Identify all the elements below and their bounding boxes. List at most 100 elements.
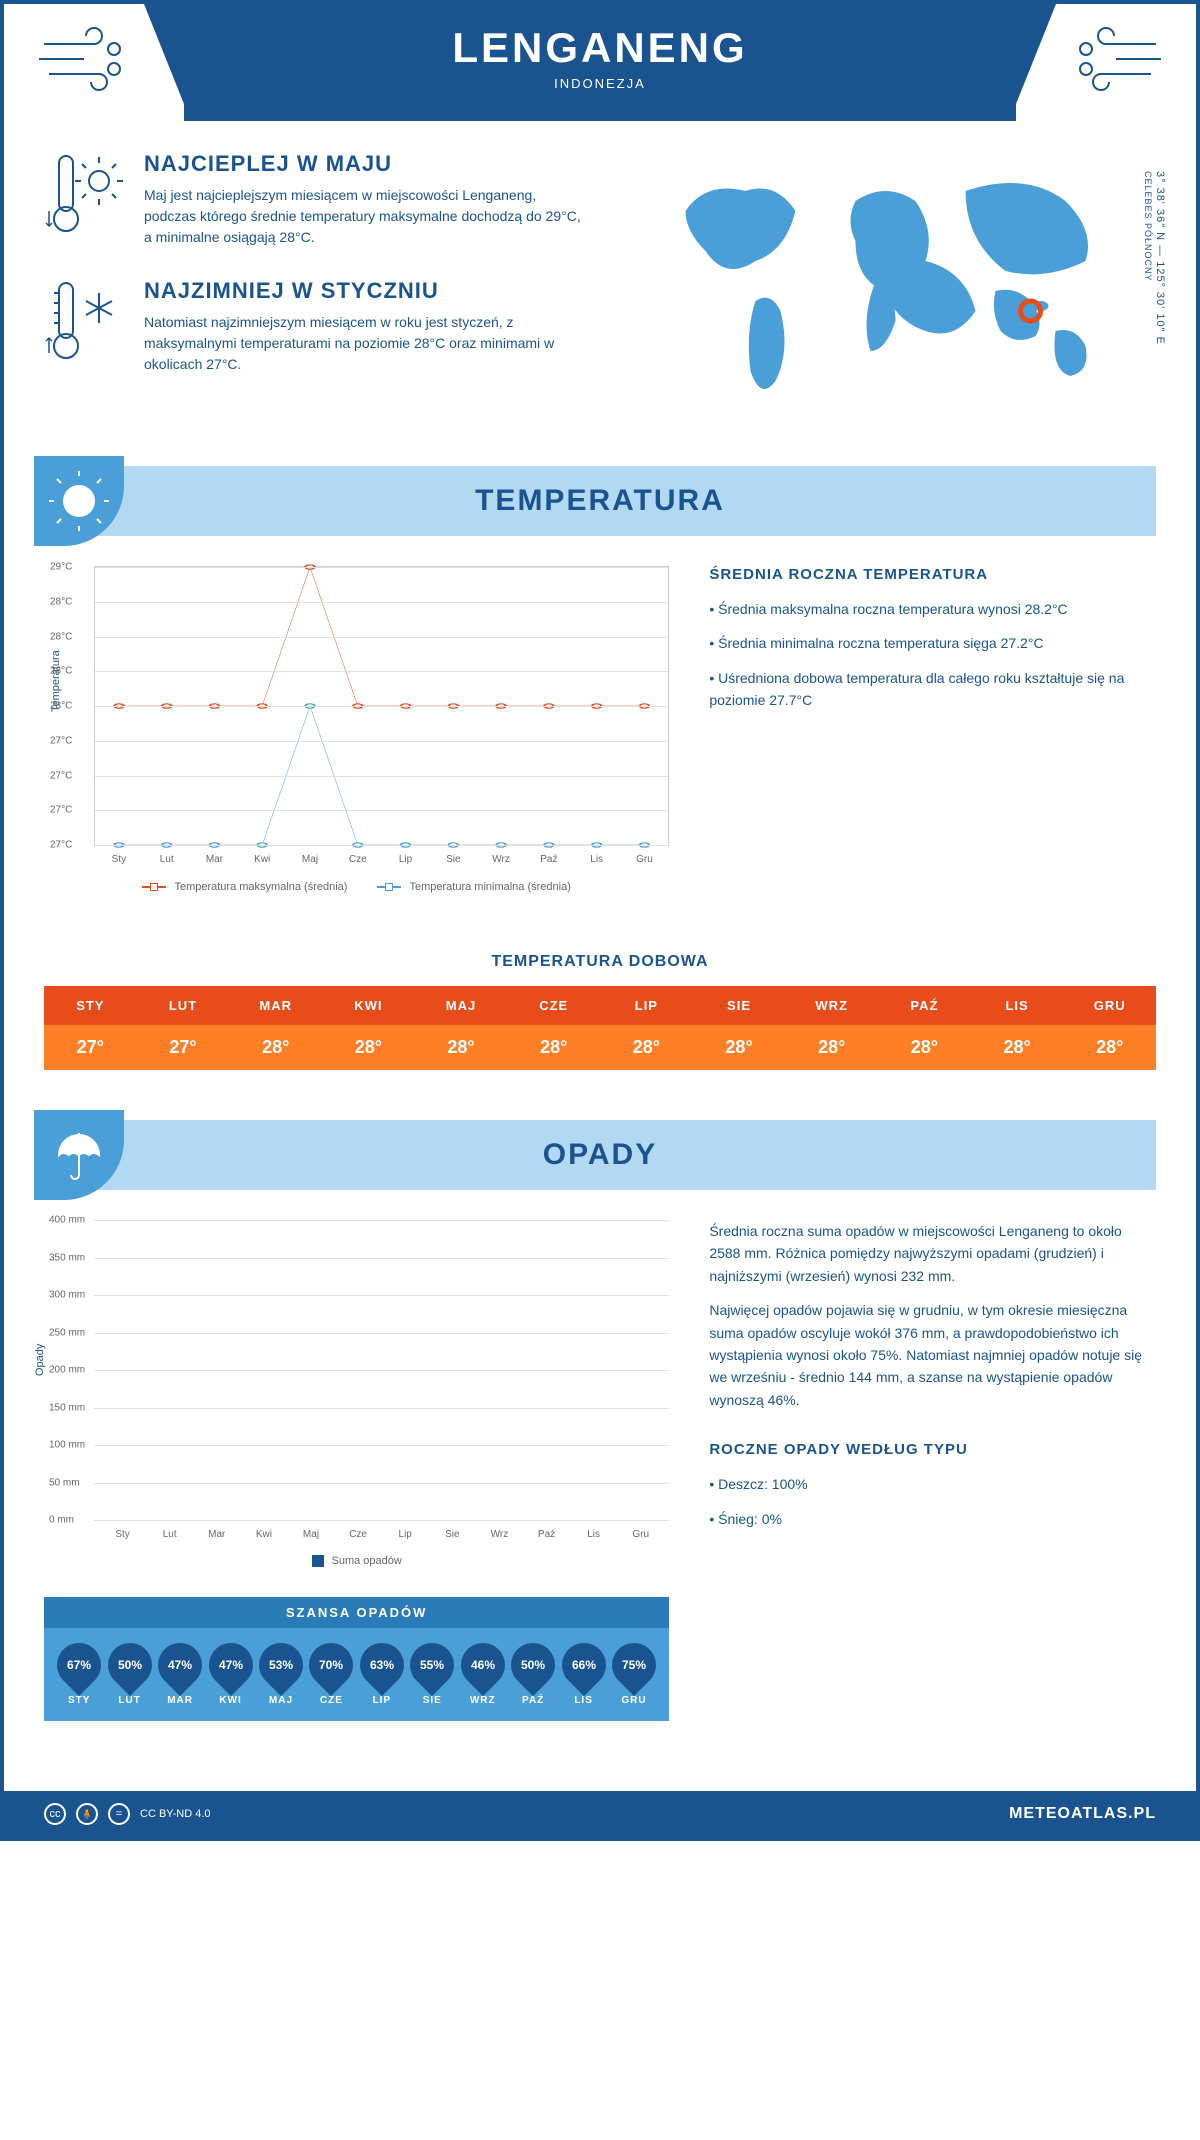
chance-month: CZE	[306, 1695, 356, 1706]
x-tick: Maj	[303, 1529, 319, 1540]
license: cc 🧍 = CC BY-ND 4.0	[44, 1803, 211, 1825]
y-tick: 350 mm	[49, 1252, 85, 1263]
chance-cell: 46%WRZ	[458, 1643, 508, 1706]
table-header: WRZ	[785, 986, 878, 1025]
country-name: INDONEZJA	[184, 76, 1016, 91]
rain-paragraph: Najwięcej opadów pojawia się w grudniu, …	[709, 1299, 1156, 1411]
table-header: STY	[44, 986, 137, 1025]
raindrop-icon: 47%	[149, 1634, 211, 1696]
legend-max: .legend-item:nth-child(1) .legend-swatch…	[142, 881, 347, 893]
y-tick: 400 mm	[49, 1215, 85, 1226]
header-row: LENGANENG INDONEZJA	[4, 4, 1196, 121]
y-tick: 300 mm	[49, 1290, 85, 1301]
chance-cell: 66%LIS	[558, 1643, 608, 1706]
site-name: METEOATLAS.PL	[1009, 1805, 1156, 1823]
intro-section: NAJCIEPLEJ W MAJU Maj jest najcieplejszy…	[4, 121, 1196, 446]
temp-bullet: • Uśredniona dobowa temperatura dla całe…	[709, 667, 1156, 712]
table-cell: 28°	[971, 1025, 1064, 1070]
x-tick: Lut	[160, 854, 174, 865]
by-icon: 🧍	[76, 1803, 98, 1825]
chance-month: LIP	[357, 1695, 407, 1706]
daily-temp-table: STYLUTMARKWIMAJCZELIPSIEWRZPAŹLISGRU 27°…	[44, 986, 1156, 1070]
y-tick: 27°C	[50, 840, 72, 851]
fact-content: NAJCIEPLEJ W MAJU Maj jest najcieplejszy…	[144, 151, 585, 248]
chance-month: MAR	[155, 1695, 205, 1706]
chance-cell: 50%LUT	[104, 1643, 154, 1706]
table-cell: 28°	[600, 1025, 693, 1070]
rain-header: OPADY	[44, 1120, 1156, 1190]
x-tick: Lis	[590, 854, 603, 865]
y-tick: 28°C	[50, 631, 72, 642]
x-tick: Mar	[206, 854, 223, 865]
x-tick: Paź	[538, 1529, 555, 1540]
y-tick: 28°C	[50, 596, 72, 607]
raindrop-icon: 75%	[603, 1634, 665, 1696]
y-tick: 250 mm	[49, 1327, 85, 1338]
cc-icon: cc	[44, 1803, 66, 1825]
world-map-icon	[615, 151, 1156, 411]
rain-legend: Suma opadów	[44, 1555, 669, 1567]
rain-title: OPADY	[44, 1138, 1156, 1172]
table-cell: 27°	[137, 1025, 230, 1070]
rain-chart-column: Opady StyLutMarKwiMajCzeLipSieWrzPaźLisG…	[44, 1220, 669, 1721]
sun-icon	[34, 456, 124, 546]
chance-cell: 67%STY	[54, 1643, 104, 1706]
chance-month: WRZ	[458, 1695, 508, 1706]
table-header: PAŹ	[878, 986, 971, 1025]
table-cell: 28°	[1063, 1025, 1156, 1070]
temp-bullet: • Średnia minimalna roczna temperatura s…	[709, 632, 1156, 654]
x-tick: Lip	[399, 854, 412, 865]
city-name: LENGANENG	[184, 24, 1016, 72]
raindrop-icon: 66%	[552, 1634, 614, 1696]
fact-cold: NAJZIMNIEJ W STYCZNIU Natomiast najzimni…	[44, 278, 585, 375]
x-tick: Maj	[302, 854, 318, 865]
rain-y-axis-label: Opady	[34, 1344, 46, 1376]
legend-min: .legend-item:nth-child(2) .legend-swatch…	[377, 881, 570, 893]
raindrop-icon: 46%	[452, 1634, 514, 1696]
table-header: LUT	[137, 986, 230, 1025]
rain-chance-panel: SZANSA OPADÓW 67%STY50%LUT47%MAR47%KWI53…	[44, 1597, 669, 1721]
chance-cell: 47%MAR	[155, 1643, 205, 1706]
x-tick: Sie	[446, 854, 460, 865]
x-tick: Gru	[636, 854, 653, 865]
y-tick: 0 mm	[49, 1515, 74, 1526]
title-banner: LENGANENG INDONEZJA	[184, 4, 1016, 121]
x-tick: Gru	[632, 1529, 649, 1540]
raindrop-icon: 63%	[351, 1634, 413, 1696]
table-cell: 28°	[415, 1025, 508, 1070]
wind-icon	[34, 24, 134, 99]
x-tick: Kwi	[256, 1529, 272, 1540]
thermometer-cold-icon	[44, 278, 124, 375]
y-tick: 200 mm	[49, 1365, 85, 1376]
table-header: SIE	[693, 986, 786, 1025]
table-cell: 27°	[44, 1025, 137, 1070]
chance-month: KWI	[205, 1695, 255, 1706]
y-tick: 28°C	[50, 701, 72, 712]
coords-region: CELEBES PÓŁNOCNY	[1143, 171, 1153, 282]
table-header: MAJ	[415, 986, 508, 1025]
map-column: 3° 38' 36" N — 125° 30' 10" E CELEBES PÓ…	[615, 151, 1156, 416]
rain-type-bullet: • Deszcz: 100%	[709, 1473, 1156, 1495]
chance-cell: 53%MAJ	[256, 1643, 306, 1706]
table-header: LIP	[600, 986, 693, 1025]
x-tick: Paź	[540, 854, 557, 865]
facts-column: NAJCIEPLEJ W MAJU Maj jest najcieplejszy…	[44, 151, 585, 416]
temperature-header: TEMPERATURA	[44, 466, 1156, 536]
chance-cell: 75%GRU	[609, 1643, 659, 1706]
table-cell: 28°	[785, 1025, 878, 1070]
x-tick: Sty	[115, 1529, 129, 1540]
license-text: CC BY-ND 4.0	[140, 1808, 211, 1820]
umbrella-icon	[34, 1110, 124, 1200]
table-header: LIS	[971, 986, 1064, 1025]
fact-cold-text: Natomiast najzimniejszym miesiącem w rok…	[144, 312, 585, 375]
y-tick: 28°C	[50, 666, 72, 677]
raindrop-icon: 67%	[48, 1634, 110, 1696]
x-tick: Lip	[399, 1529, 412, 1540]
temp-side-title: ŚREDNIA ROCZNA TEMPERATURA	[709, 566, 1156, 583]
chance-cell: 55%SIE	[407, 1643, 457, 1706]
raindrop-icon: 70%	[300, 1634, 362, 1696]
chance-month: STY	[54, 1695, 104, 1706]
nd-icon: =	[108, 1803, 130, 1825]
raindrop-icon: 47%	[199, 1634, 261, 1696]
x-tick: Lis	[587, 1529, 600, 1540]
